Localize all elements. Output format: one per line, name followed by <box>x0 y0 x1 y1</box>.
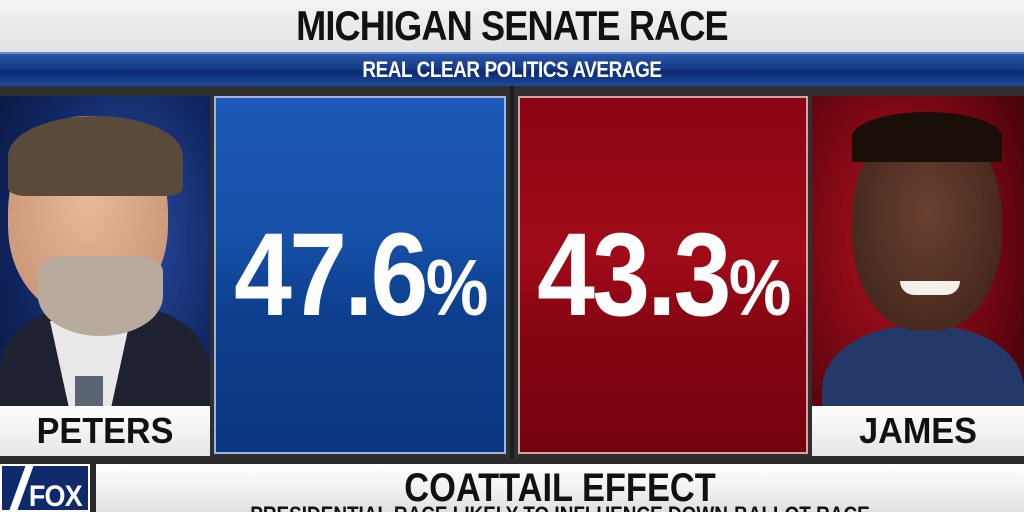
logo-text: FOX <box>28 480 83 512</box>
face-shape <box>8 116 183 336</box>
smile-shape <box>900 281 960 295</box>
beard-shape <box>38 256 163 336</box>
page-subtitle: REAL CLEAR POLITICS AVERAGE <box>362 57 662 82</box>
fox-news-logo-icon: FOX <box>0 464 90 512</box>
ticker-banner: COATTAIL EFFECT PRESIDENTIAL RACE LIKELY… <box>96 464 1024 512</box>
percent-sign: % <box>425 243 489 332</box>
ticker-headline: COATTAIL EFFECT <box>404 466 716 510</box>
title-bar: MICHIGAN SENATE RACE <box>0 0 1024 52</box>
ticker-subheadline: PRESIDENTIAL RACE LIKELY TO INFLUENCE DO… <box>161 504 959 512</box>
candidate-photo-peters: PETERS <box>0 96 210 456</box>
percent-number: 43.3 <box>537 209 731 341</box>
percent-number: 47.6 <box>234 209 428 341</box>
percent-value: 43.3% <box>537 216 792 334</box>
lower-third: FOX COATTAIL EFFECT PRESIDENTIAL RACE LI… <box>0 458 1024 512</box>
hair-shape <box>8 116 183 196</box>
percent-box-james: 43.3% <box>518 96 808 454</box>
candidate-photo-james: JAMES <box>812 96 1024 456</box>
hair-shape <box>852 112 1002 162</box>
candidate-name: PETERS <box>36 410 174 451</box>
name-plate-peters: PETERS <box>0 406 210 456</box>
percent-box-peters: 47.6% <box>214 96 506 454</box>
name-plate-james: JAMES <box>812 406 1024 456</box>
panel-divider <box>510 86 514 458</box>
comparison-panel: PETERS 47.6% 43.3% JAMES <box>0 86 1024 458</box>
candidate-name: JAMES <box>859 410 977 451</box>
percent-sign: % <box>728 243 792 332</box>
page-title: MICHIGAN SENATE RACE <box>296 2 728 49</box>
subtitle-bar: REAL CLEAR POLITICS AVERAGE <box>0 52 1024 86</box>
percent-value: 47.6% <box>234 216 489 334</box>
